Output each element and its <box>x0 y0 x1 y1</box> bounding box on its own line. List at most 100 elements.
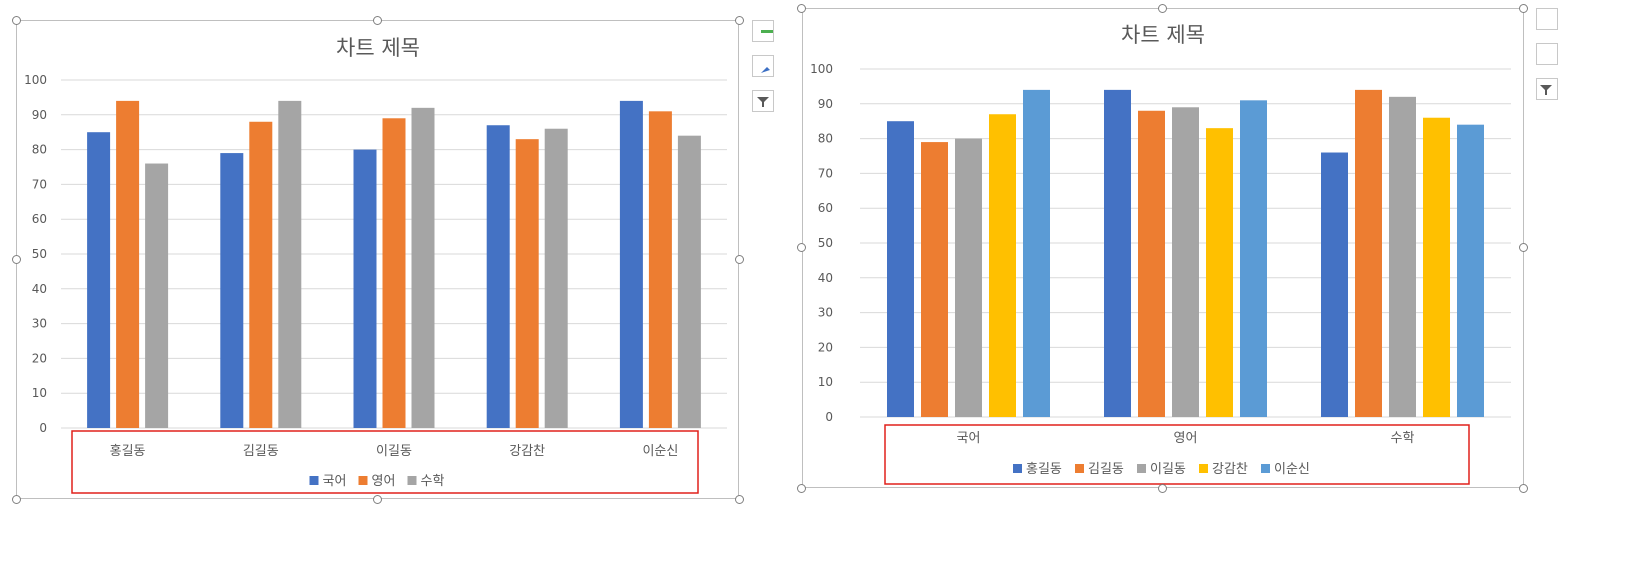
y-tick-label: 20 <box>818 340 833 354</box>
legend-entry[interactable]: 국어 <box>323 474 347 489</box>
bar-수학-김길동[interactable] <box>278 100 302 428</box>
y-tick-label: 30 <box>32 317 47 331</box>
legend-swatch <box>1199 464 1208 473</box>
bar-국어-이순신[interactable] <box>619 100 643 428</box>
bar-이순신-수학[interactable] <box>1457 124 1484 418</box>
legend-entry[interactable]: 영어 <box>372 474 396 489</box>
legend-entry[interactable]: 김길동 <box>1088 462 1124 477</box>
y-tick-label: 70 <box>32 177 47 191</box>
y-tick-label: 10 <box>32 386 47 400</box>
chart-filters-button[interactable] <box>1536 78 1558 100</box>
resize-handle-bottom-left[interactable] <box>12 495 21 504</box>
y-tick-label: 60 <box>32 212 47 226</box>
legend-entry[interactable]: 이길동 <box>1150 462 1186 477</box>
bar-영어-홍길동[interactable] <box>116 100 140 428</box>
bar-이길동-영어[interactable] <box>1172 107 1199 417</box>
bar-영어-강감찬[interactable] <box>515 139 539 428</box>
bar-국어-이길동[interactable] <box>353 149 377 428</box>
filter-icon <box>1540 85 1552 95</box>
resize-handle-left[interactable] <box>797 243 806 252</box>
resize-handle-left[interactable] <box>12 255 21 264</box>
chart-title[interactable]: 차트 제목 <box>1121 23 1205 47</box>
highlight-box <box>71 430 699 494</box>
chart-area-by-subject[interactable]: 차트 제목 0 10 20 30 40 50 60 70 80 90 100 국어 영어 수학 홍길동 김길동… <box>802 8 1524 488</box>
resize-handle-bottom-left[interactable] <box>797 484 806 493</box>
resize-handle-top-left[interactable] <box>12 16 21 25</box>
y-tick-label: 0 <box>39 421 47 435</box>
resize-handle-top-left[interactable] <box>797 4 806 13</box>
bar-이길동-국어[interactable] <box>955 138 982 417</box>
x-category-label: 이길동 <box>376 444 412 459</box>
y-tick-label: 50 <box>818 236 833 250</box>
bar-이순신-국어[interactable] <box>1023 89 1050 417</box>
chart-elements-button[interactable] <box>752 20 774 42</box>
resize-handle-bottom-right[interactable] <box>735 495 744 504</box>
y-tick-label: 10 <box>818 375 833 389</box>
bar-홍길동-수학[interactable] <box>1321 152 1348 417</box>
bar-김길동-영어[interactable] <box>1138 110 1165 417</box>
plus-icon <box>761 30 773 33</box>
chart-title[interactable]: 차트 제목 <box>336 36 420 60</box>
highlight-box <box>884 424 1470 485</box>
resize-handle-top-right[interactable] <box>735 16 744 25</box>
x-category-label: 홍길동 <box>110 444 146 459</box>
y-tick-label: 40 <box>818 271 833 285</box>
bar-영어-이길동[interactable] <box>382 118 406 428</box>
y-tick-label: 80 <box>32 143 47 157</box>
bar-영어-이순신[interactable] <box>648 111 672 428</box>
legend-swatch <box>1137 464 1146 473</box>
bar-국어-홍길동[interactable] <box>87 132 111 428</box>
y-tick-label: 40 <box>32 282 47 296</box>
bar-강감찬-국어[interactable] <box>989 114 1016 418</box>
y-tick-label: 20 <box>32 351 47 365</box>
legend-entry[interactable]: 홍길동 <box>1026 462 1062 477</box>
resize-handle-bottom[interactable] <box>373 495 382 504</box>
bar-김길동-국어[interactable] <box>921 142 948 417</box>
chart-svg: 차트 제목 0 10 20 30 40 50 60 70 80 90 100 홍길동 김길동 이길동 강감찬… <box>24 36 727 494</box>
resize-handle-top[interactable] <box>373 16 382 25</box>
y-tick-label: 30 <box>818 306 833 320</box>
legend-swatch <box>358 476 368 485</box>
y-tick-label: 100 <box>24 73 47 87</box>
bar-수학-이길동[interactable] <box>411 107 435 428</box>
bar-수학-이순신[interactable] <box>677 135 701 428</box>
bar-홍길동-영어[interactable] <box>1104 89 1131 417</box>
x-category-label: 수학 <box>1391 431 1415 446</box>
x-category-label: 이순신 <box>642 444 678 459</box>
resize-handle-top-right[interactable] <box>1519 4 1528 13</box>
bar-수학-홍길동[interactable] <box>145 163 169 428</box>
filter-icon <box>757 97 769 107</box>
bar-강감찬-수학[interactable] <box>1423 117 1450 417</box>
y-tick-label: 100 <box>810 62 833 76</box>
legend-swatch <box>1075 464 1084 473</box>
chart-styles-button[interactable] <box>1536 43 1558 65</box>
legend-entry[interactable]: 강감찬 <box>1212 462 1248 477</box>
chart-area-by-student[interactable]: 차트 제목 0 10 20 30 40 50 60 70 80 90 100 홍길동 김길동 이길동 강감찬… <box>16 20 739 499</box>
resize-handle-right[interactable] <box>1519 243 1528 252</box>
bar-강감찬-영어[interactable] <box>1206 128 1233 417</box>
bar-영어-김길동[interactable] <box>249 121 273 428</box>
legend-entry[interactable]: 이순신 <box>1274 462 1310 477</box>
chart-elements-button[interactable] <box>1536 8 1558 30</box>
bar-이길동-수학[interactable] <box>1389 96 1416 417</box>
bar-국어-김길동[interactable] <box>220 153 244 428</box>
bar-국어-강감찬[interactable] <box>486 125 510 429</box>
bar-김길동-수학[interactable] <box>1355 89 1382 417</box>
legend-swatch <box>1013 464 1022 473</box>
y-tick-label: 60 <box>818 201 833 215</box>
bar-수학-강감찬[interactable] <box>544 128 568 428</box>
chart-filters-button[interactable] <box>752 90 774 112</box>
legend-entry[interactable]: 수학 <box>421 474 445 489</box>
chart-styles-button[interactable] <box>752 55 774 77</box>
x-category-label: 김길동 <box>243 444 279 459</box>
resize-handle-top[interactable] <box>1158 4 1167 13</box>
resize-handle-bottom[interactable] <box>1158 484 1167 493</box>
resize-handle-right[interactable] <box>735 255 744 264</box>
bar-홍길동-국어[interactable] <box>887 121 914 417</box>
x-category-label: 강감찬 <box>509 444 545 459</box>
y-tick-label: 90 <box>818 97 833 111</box>
resize-handle-bottom-right[interactable] <box>1519 484 1528 493</box>
bar-이순신-영어[interactable] <box>1240 100 1267 417</box>
y-tick-label: 80 <box>818 132 833 146</box>
